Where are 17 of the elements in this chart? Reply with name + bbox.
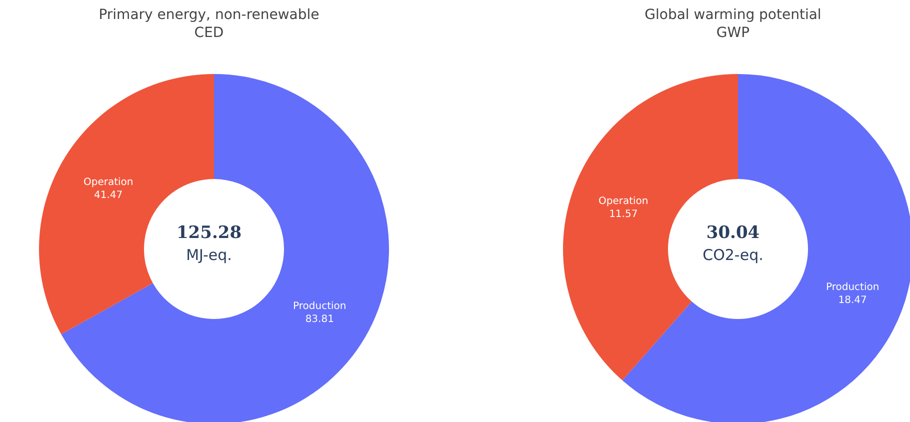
text: 125.28 — [175, 222, 243, 244]
data-label: 41.47 — [94, 190, 123, 201]
slice-label: Production — [293, 301, 346, 312]
slice-label: Operation — [83, 176, 134, 188]
data-label: 18.47 — [838, 295, 867, 306]
data-label: 11.57 — [609, 208, 638, 220]
chart-subtitle: CED — [193, 24, 225, 42]
slice-label: Operation — [598, 196, 648, 207]
chart-subtitle: GWP — [715, 24, 751, 42]
data-label: 83.81 — [305, 314, 334, 326]
text: 30.04 — [705, 222, 761, 244]
text: MJ-eq. — [185, 245, 233, 266]
text: CO2-eq. — [702, 245, 764, 266]
donut-slice — [61, 74, 389, 422]
chart-title: Primary energy, non-renewable — [98, 6, 320, 24]
chart-title: Global warming potential — [644, 6, 822, 24]
slice-label: Production — [826, 282, 880, 294]
